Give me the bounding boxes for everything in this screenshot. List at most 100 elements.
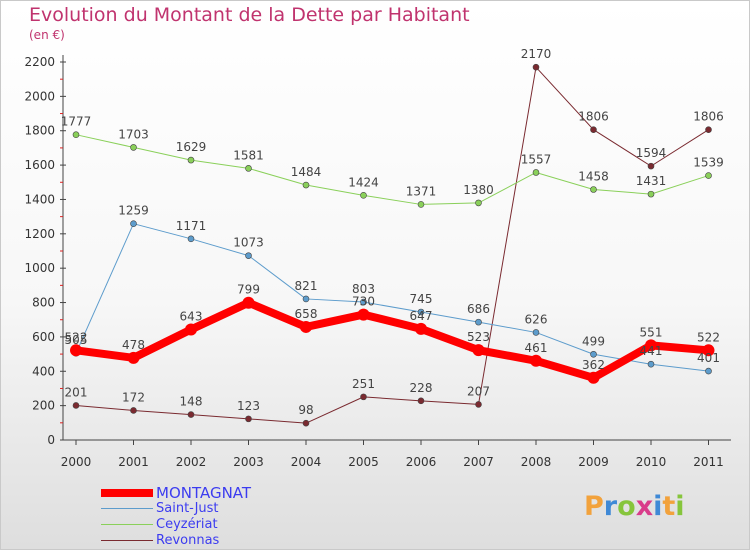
- chart-title: Evolution du Montant de la Dette par Hab…: [29, 4, 470, 26]
- data-point-ceyz-riat-2008: [532, 169, 540, 176]
- data-point-revonnas-2008: [532, 63, 540, 71]
- data-label-montagnat-2010: 551: [640, 325, 663, 339]
- data-point-saint-just-2001: [130, 220, 137, 227]
- y-tick-label-800: 800: [32, 296, 55, 310]
- data-label-saint-just-2010: 441: [640, 344, 663, 358]
- data-point-montagnat-2010: [645, 339, 657, 352]
- x-tick-label-2005: 2005: [348, 455, 379, 469]
- data-label-montagnat-2001: 478: [122, 338, 145, 352]
- y-tick-label-200: 200: [32, 399, 55, 413]
- data-label-ceyz-riat-2011: 1539: [693, 156, 724, 170]
- data-point-montagnat-2002: [185, 323, 197, 336]
- data-label-ceyz-riat-2000: 1777: [61, 115, 92, 129]
- data-label-revonnas-2005: 251: [352, 377, 375, 391]
- data-point-montagnat-2007: [472, 344, 485, 357]
- data-label-ceyz-riat-2004: 1484: [291, 165, 322, 179]
- data-point-revonnas-2010: [647, 162, 655, 170]
- data-point-revonnas-2002: [187, 411, 195, 418]
- series-line-revonnas: [75, 66, 709, 424]
- data-label-montagnat-2005: 730: [352, 295, 375, 309]
- data-label-ceyz-riat-2005: 1424: [348, 175, 379, 189]
- x-tick-label-2006: 2006: [406, 455, 437, 469]
- data-label-revonnas-2004: 98: [298, 403, 313, 417]
- data-point-montagnat-2000: [70, 344, 82, 357]
- legend-swatch-montagnat: [101, 489, 153, 497]
- data-label-ceyz-riat-2008: 1557: [521, 152, 552, 166]
- data-label-revonnas-2008: 2170: [521, 47, 552, 61]
- legend-label-revonnas: Revonnas: [156, 533, 220, 548]
- data-point-ceyz-riat-2002: [187, 156, 195, 164]
- y-tick-label-1200: 1200: [24, 227, 55, 241]
- data-point-ceyz-riat-2009: [590, 186, 597, 193]
- legend-swatch-ceyzeriat: [101, 524, 153, 525]
- data-point-saint-just-2004: [302, 295, 310, 303]
- y-tick-label-1400: 1400: [24, 192, 55, 206]
- data-point-revonnas-2006: [417, 397, 425, 405]
- data-label-saint-just-2007: 686: [467, 302, 490, 316]
- y-tick-label-0: 0: [47, 433, 55, 447]
- y-tick-label-2200: 2200: [24, 55, 55, 69]
- data-label-ceyz-riat-2003: 1581: [233, 148, 264, 162]
- data-point-montagnat-2006: [415, 322, 427, 335]
- data-point-revonnas-2000: [72, 402, 80, 409]
- data-point-revonnas-2004: [302, 419, 310, 427]
- data-label-revonnas-2007: 207: [467, 384, 490, 398]
- data-label-saint-just-2009: 499: [582, 334, 605, 348]
- data-label-saint-just-2000: 505: [65, 333, 88, 347]
- data-label-ceyz-riat-2010: 1431: [636, 174, 667, 188]
- data-point-revonnas-2011: [705, 126, 712, 133]
- data-point-saint-just-2002: [187, 235, 195, 243]
- proxiti-logo: Proxiti: [584, 491, 685, 522]
- data-label-saint-just-2004: 821: [295, 279, 318, 293]
- x-tick-label-2002: 2002: [176, 455, 207, 469]
- data-point-ceyz-riat-2000: [72, 131, 80, 138]
- data-label-ceyz-riat-2009: 1458: [578, 169, 609, 183]
- data-label-saint-just-2001: 1259: [118, 204, 149, 218]
- data-point-saint-just-2007: [475, 318, 482, 326]
- x-tick-label-2010: 2010: [636, 455, 667, 469]
- data-label-revonnas-2011: 1806: [693, 110, 724, 124]
- data-point-saint-just-2006: [417, 308, 425, 316]
- series-line-montagnat: [72, 298, 713, 382]
- data-point-ceyz-riat-2007: [475, 199, 482, 207]
- data-point-revonnas-2003: [245, 415, 252, 423]
- data-label-montagnat-2002: 643: [180, 310, 203, 324]
- data-point-saint-just-2005: [360, 298, 367, 306]
- data-point-montagnat-2008: [530, 354, 542, 367]
- data-label-saint-just-2006: 745: [410, 292, 433, 306]
- data-point-montagnat-2001: [127, 351, 140, 364]
- data-label-ceyz-riat-2006: 1371: [406, 184, 437, 198]
- data-point-saint-just-2011: [705, 367, 712, 375]
- data-point-ceyz-riat-2003: [245, 165, 252, 172]
- chart-subtitle: (en €): [29, 28, 65, 42]
- y-tick-label-1000: 1000: [24, 261, 55, 275]
- data-label-revonnas-2010: 1594: [636, 146, 667, 160]
- data-label-montagnat-2003: 799: [237, 283, 260, 297]
- data-label-revonnas-2002: 148: [180, 395, 203, 409]
- data-label-montagnat-2008: 461: [525, 341, 548, 355]
- data-point-montagnat-2009: [587, 371, 600, 384]
- x-tick-label-2007: 2007: [463, 455, 494, 469]
- data-point-revonnas-2009: [590, 126, 597, 133]
- legend-swatch-revonnas: [101, 540, 153, 541]
- x-tick-label-2011: 2011: [693, 455, 724, 469]
- data-point-ceyz-riat-2011: [705, 172, 712, 179]
- data-point-ceyz-riat-2010: [647, 190, 655, 198]
- data-label-revonnas-2009: 1806: [578, 110, 609, 124]
- data-label-ceyz-riat-2007: 1380: [463, 183, 494, 197]
- data-label-revonnas-2006: 228: [410, 381, 433, 395]
- y-tick-label-400: 400: [32, 364, 55, 378]
- data-point-montagnat-2003: [242, 296, 255, 309]
- data-label-revonnas-2003: 123: [237, 399, 260, 413]
- data-point-ceyz-riat-2005: [360, 192, 367, 199]
- x-tick-label-2009: 2009: [578, 455, 609, 469]
- series-line-ceyz-riat: [75, 134, 709, 205]
- x-tick-label-2000: 2000: [61, 455, 92, 469]
- x-tick-label-2008: 2008: [521, 455, 552, 469]
- y-tick-label-2000: 2000: [24, 89, 55, 103]
- x-tick-label-2001: 2001: [118, 455, 149, 469]
- legend-label-ceyzeriat: Ceyzériat: [156, 517, 218, 532]
- data-point-revonnas-2005: [360, 393, 367, 401]
